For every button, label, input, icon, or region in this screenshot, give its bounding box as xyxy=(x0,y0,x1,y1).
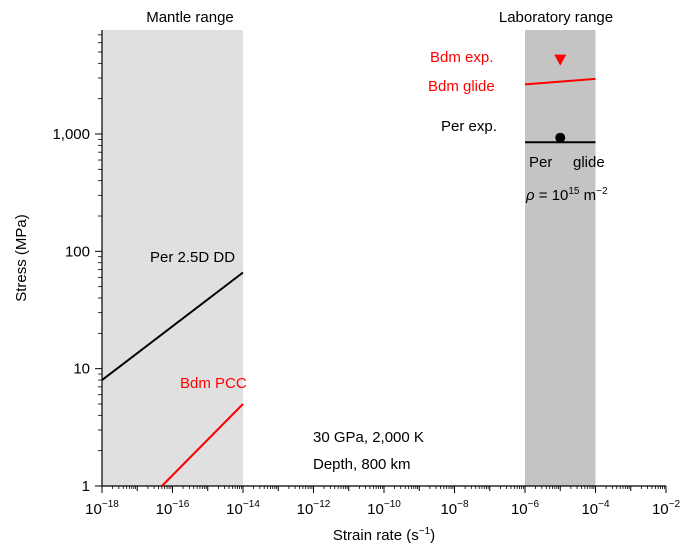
label-depth: Depth, 800 km xyxy=(313,456,411,473)
range-bands xyxy=(102,30,596,486)
label-glide: glide xyxy=(573,154,605,171)
x-axis-tick-labels: 10−18 10−16 10−14 10−12 10−10 10−8 10−6 10−4 10−… xyxy=(85,499,680,518)
label-conditions: 30 GPa, 2,000 K xyxy=(313,429,424,446)
y-tick-label: 100 xyxy=(65,243,90,260)
band-label-mantle: Mantle range xyxy=(146,9,234,26)
label-per-exp: Per exp. xyxy=(441,118,497,135)
x-tick-label: 10−2 xyxy=(652,499,681,518)
x-tick-label: 10−12 xyxy=(297,499,331,518)
x-tick-label: 10−10 xyxy=(367,499,401,518)
x-tick-label: 10−18 xyxy=(85,499,119,518)
x-axis-title-sup: −1 xyxy=(419,526,431,537)
label-bdm-glide: Bdm glide xyxy=(428,78,495,95)
marker-bdm-exp xyxy=(554,54,567,66)
x-tick-label: 10−4 xyxy=(581,499,610,518)
y-tick-label: 10 xyxy=(73,361,90,378)
series-line-0 xyxy=(101,271,244,381)
label-bdm-exp: Bdm exp. xyxy=(430,49,493,66)
label-per-2-5d-dd: Per 2.5D DD xyxy=(150,249,235,266)
x-tick-label: 10−6 xyxy=(511,499,540,518)
y-axis-tick-labels: 1 10 100 1,000 xyxy=(52,126,90,495)
y-axis-ticks xyxy=(95,34,102,487)
x-tick-label: 10−8 xyxy=(440,499,469,518)
series-line-2 xyxy=(524,77,596,86)
band-label-laboratory: Laboratory range xyxy=(499,9,613,26)
x-tick-label: 10−16 xyxy=(156,499,190,518)
x-axis-title: Strain rate (s−1) xyxy=(333,526,435,544)
experiment-markers xyxy=(554,54,567,143)
y-tick-label: 1 xyxy=(82,478,90,495)
label-dislocation-density: ρ = 1015 m−2 xyxy=(525,186,608,204)
label-per: Per xyxy=(529,154,552,171)
series-line-1 xyxy=(161,403,244,487)
y-tick-label: 1,000 xyxy=(52,126,90,143)
band-0 xyxy=(102,30,243,486)
marker-per-exp xyxy=(555,132,566,143)
y-axis-title: Stress (MPa) xyxy=(13,214,30,302)
x-tick-label: 10−14 xyxy=(226,499,260,518)
band-1 xyxy=(525,30,596,486)
label-bdm-pcc: Bdm PCC xyxy=(180,375,247,392)
x-axis-ticks xyxy=(101,486,667,493)
